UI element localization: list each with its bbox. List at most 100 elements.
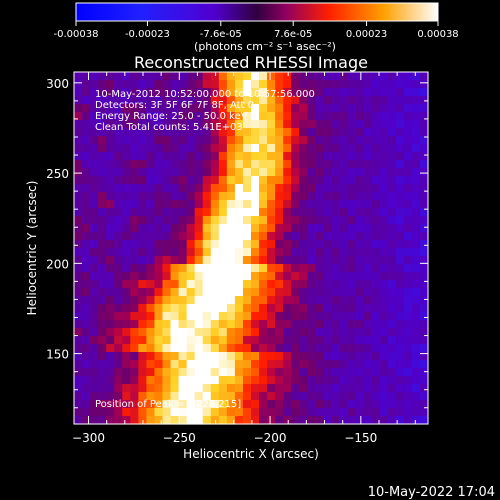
heatmap-cell [186, 400, 196, 409]
heatmap-cell [355, 272, 365, 281]
heatmap-cell [170, 296, 180, 305]
heatmap-cell [299, 224, 308, 233]
heatmap-cell [194, 328, 204, 337]
heatmap-cell [339, 296, 349, 305]
heatmap-cell [122, 376, 131, 385]
heatmap-cell [138, 232, 148, 241]
heatmap-cell [307, 376, 316, 385]
heatmap-cell [307, 336, 316, 345]
heatmap-cell [218, 104, 228, 113]
heatmap-cell [178, 384, 188, 393]
heatmap-cell [162, 168, 172, 177]
heatmap-cell [283, 328, 292, 337]
heatmap-cell [122, 256, 131, 265]
heatmap-cell [106, 280, 115, 289]
heatmap-cell [291, 160, 300, 169]
heatmap-cell [251, 112, 260, 121]
heatmap-cell [419, 360, 429, 369]
heatmap-cell [323, 376, 333, 385]
heatmap-cell [122, 144, 131, 153]
heatmap-cell [259, 264, 268, 273]
heatmap-cell [331, 280, 341, 289]
heatmap-cell [291, 136, 300, 145]
heatmap-cell [275, 160, 284, 169]
heatmap-cell [186, 376, 196, 385]
heatmap-cell [130, 368, 139, 377]
heatmap-cell [323, 400, 333, 409]
heatmap-cell [218, 72, 228, 81]
heatmap-cell [162, 328, 172, 337]
heatmap-cell [307, 392, 316, 401]
heatmap-cell [170, 368, 180, 377]
heatmap-cell [355, 384, 365, 393]
heatmap-cell [339, 168, 349, 177]
heatmap-cell [194, 264, 204, 273]
heatmap-cell [371, 144, 381, 153]
heatmap-cell [226, 280, 236, 289]
heatmap-cell [387, 376, 397, 385]
heatmap-cell [218, 400, 228, 409]
heatmap-cell [339, 240, 349, 249]
heatmap-cell [339, 376, 349, 385]
heatmap-cell [178, 312, 188, 321]
heatmap-cell [403, 200, 413, 209]
heatmap-cell [218, 200, 228, 209]
heatmap-cell [299, 184, 308, 193]
heatmap-cell [259, 104, 268, 113]
heatmap-cell [138, 80, 148, 89]
heatmap-cell [371, 312, 381, 321]
heatmap-cell [114, 384, 123, 393]
heatmap-cell [154, 352, 164, 361]
heatmap-cell [379, 328, 389, 337]
heatmap-cell [371, 200, 381, 209]
heatmap-cell [106, 240, 115, 249]
heatmap-cell [259, 144, 268, 153]
heatmap-cell [178, 144, 188, 153]
heatmap-cell [234, 80, 244, 89]
heatmap-cell [307, 288, 316, 297]
heatmap-cell [363, 392, 373, 401]
heatmap-cell [251, 128, 260, 137]
heatmap-cell [138, 240, 148, 249]
heatmap-cell [387, 216, 397, 225]
heatmap-cell [162, 208, 172, 217]
heatmap-cell [170, 280, 180, 289]
heatmap-cell [403, 216, 413, 225]
heatmap-cell [202, 344, 212, 353]
heatmap-cell [331, 312, 341, 321]
heatmap-cell [154, 368, 164, 377]
heatmap-cell [202, 112, 212, 121]
heatmap-cell [234, 168, 244, 177]
heatmap-cell [146, 320, 156, 329]
heatmap-cell [419, 320, 429, 329]
heatmap-cell [411, 408, 421, 417]
heatmap-cell [122, 224, 131, 233]
heatmap-cell [339, 384, 349, 393]
heatmap-cell [106, 336, 115, 345]
heatmap-cell [371, 328, 381, 337]
heatmap-cell [347, 120, 357, 129]
heatmap-cell [291, 112, 300, 121]
heatmap-cell [403, 384, 413, 393]
heatmap-cell [146, 216, 156, 225]
heatmap-cell [210, 240, 220, 249]
heatmap-cell [98, 416, 107, 425]
heatmap-cell [234, 352, 244, 361]
heatmap-cell [411, 216, 421, 225]
heatmap-cell [355, 280, 365, 289]
heatmap-cell [347, 352, 357, 361]
heatmap-cell [178, 96, 188, 105]
heatmap-cell [218, 408, 228, 417]
heatmap-cell [146, 400, 156, 409]
heatmap-cell [251, 416, 260, 425]
colorbar-tick-label: -0.00038 [54, 29, 99, 40]
heatmap-cell [395, 240, 405, 249]
heatmap-cell [234, 296, 244, 305]
heatmap-cell [355, 296, 365, 305]
heatmap-cell [226, 112, 236, 121]
heatmap-cell [114, 128, 123, 137]
heatmap-cell [323, 112, 333, 121]
heatmap-cell [186, 232, 196, 241]
heatmap-cell [363, 72, 373, 81]
heatmap-cell [90, 272, 99, 281]
